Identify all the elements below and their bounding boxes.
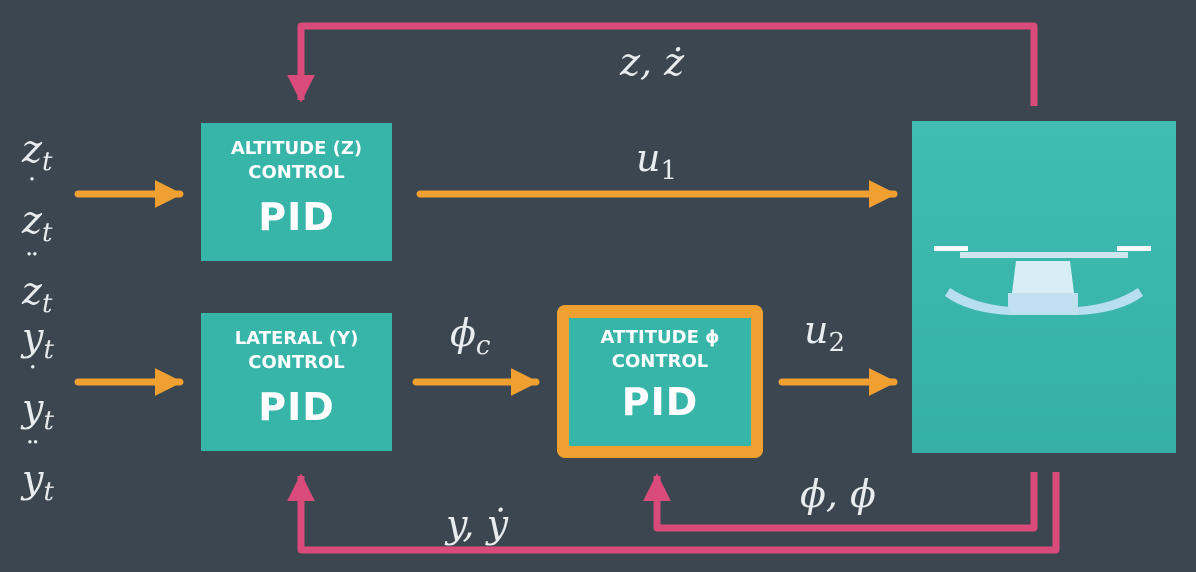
lateral-control-block: LATERAL (Y) CONTROL PID [201,313,392,451]
u2-label: u2 [804,308,845,358]
phi-feedback-label: ϕ, ϕ [800,472,876,516]
z-feedback-line [287,22,1038,106]
y-t-sub: t [43,335,54,365]
z-input-labels: zt zt zt [22,120,52,333]
phi-c-label: ϕc [450,311,490,361]
y-t-label: y [22,315,44,359]
z-dot-t-label: z [22,198,43,242]
quadrotor-plant-block [912,121,1176,453]
y-ddot-t-sub: t [43,477,54,507]
z-ddot-t-label: z [22,269,43,313]
altitude-control-block: ALTITUDE (Z) CONTROL PID [201,123,392,261]
altitude-control-title: ALTITUDE (Z) CONTROL [230,138,363,183]
y-dot-t-label: y [22,386,44,430]
y-feedback-label: y, ẏ [446,502,508,546]
z-t-sub: t [42,147,53,177]
z-feedback-label: z, ż [620,40,684,84]
u1-subscript: 1 [660,156,678,186]
u2-subscript: 2 [828,328,846,358]
y-ddot-t-label: y [22,457,44,501]
phi-c-symbol: ϕ [450,311,476,355]
z-dot-t-sub: t [42,218,53,248]
lateral-pid-label: PID [258,385,335,429]
quadrotor-icon [934,246,1151,315]
u1-symbol: u [636,136,661,180]
y-feedback-text: y, ẏ [446,502,509,546]
y-dot-t-sub: t [43,406,54,436]
y-input-labels: yt yt yt [22,308,54,521]
z-feedback-text: z, ż [620,40,685,84]
lateral-control-title: LATERAL (Y) CONTROL [234,328,359,373]
attitude-control-title: ATTITUDE ϕ CONTROL [600,327,720,372]
y-feedback-line [287,472,1060,554]
z-t-label: z [22,127,43,171]
attitude-pid-label: PID [621,380,699,424]
attitude-control-block: ATTITUDE ϕ CONTROL PID [569,318,751,446]
u1-label: u1 [636,136,677,186]
altitude-pid-label: PID [258,195,335,239]
phi-feedback-text: ϕ, ϕ [800,472,876,516]
phi-feedback-line [643,472,1038,532]
phi-c-subscript: c [475,331,491,361]
z-ddot-t-sub: t [42,289,53,319]
u2-symbol: u [804,308,829,352]
